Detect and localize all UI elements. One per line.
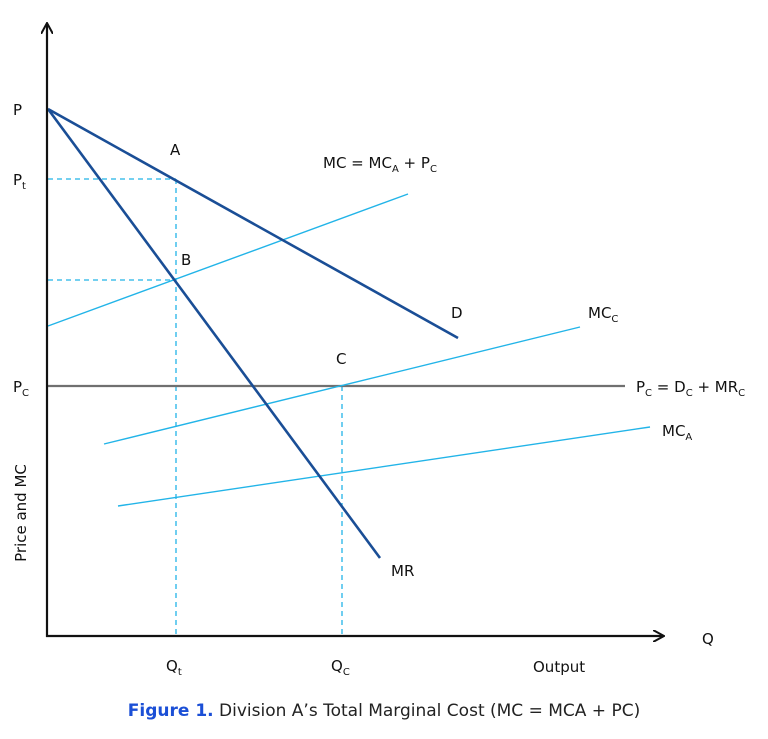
x-tick-qt: Qt [166, 657, 182, 678]
mr-curve [46, 108, 382, 559]
mcc-curve [103, 326, 581, 445]
mc-total-curve-label: MC = MCA + PC [323, 154, 437, 175]
demand-curve [47, 107, 459, 340]
mca-curve [117, 426, 651, 507]
y-tick-p: P [13, 101, 22, 119]
x-axis-letter: Q [702, 630, 714, 648]
mr-curve-label: MR [391, 562, 414, 580]
x-axis-label: Output [533, 658, 585, 676]
x-tick-qc: QC [331, 657, 350, 678]
figure-caption-text: Division A’s Total Marginal Cost (MC = M… [213, 701, 641, 721]
y-axis-label: Price and MC [12, 464, 30, 562]
demand-curve-label: D [451, 304, 463, 322]
mc-total-curve [47, 193, 409, 327]
mca-curve-label: MCA [662, 422, 692, 443]
point-b-label: B [181, 251, 191, 269]
point-a-label: A [170, 141, 181, 159]
mcc-curve-label: MCC [588, 304, 618, 325]
figure-caption: Figure 1. Division A’s Total Marginal Co… [0, 701, 768, 721]
figure-number: Figure 1. [127, 701, 214, 721]
y-tick-pt: Pt [13, 171, 26, 192]
y-tick-pc: PC [13, 378, 29, 399]
pc-line-label: PC = DC + MRC [636, 378, 745, 399]
point-c-label: C [336, 350, 346, 368]
